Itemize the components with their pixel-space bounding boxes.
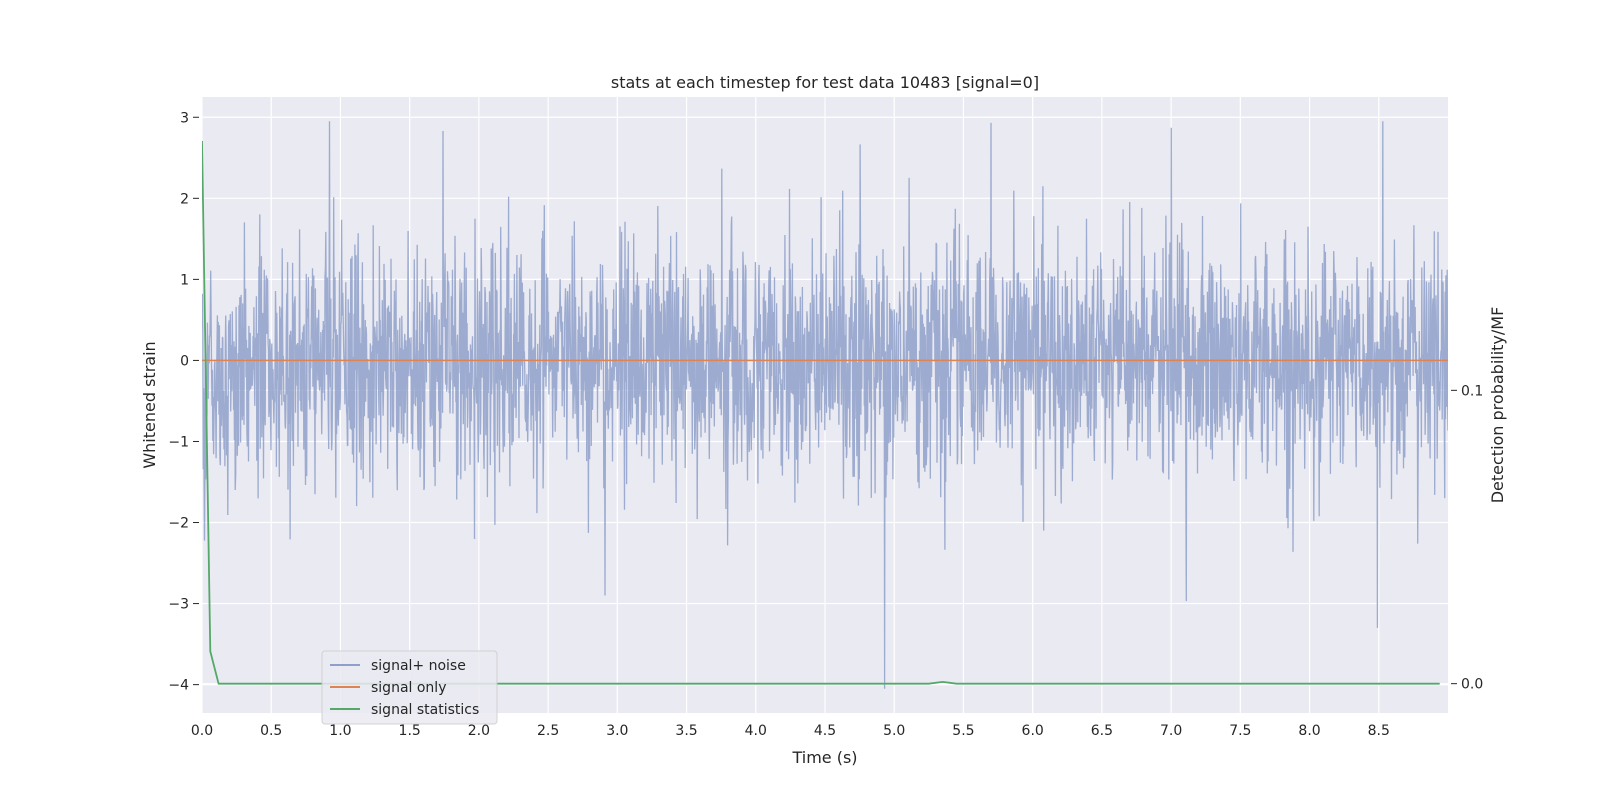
x-tick-label: 1.5	[399, 723, 421, 739]
y-tick-label: −1	[168, 434, 189, 450]
y-tick-label: 1	[180, 272, 189, 288]
y-axis-label: Whitened strain	[140, 341, 159, 468]
x-tick-label: 5.0	[883, 723, 905, 739]
x-axis-label: Time (s)	[791, 748, 857, 767]
x-tick-label: 0.5	[260, 723, 282, 739]
series-signal-statistics-line	[202, 140, 1440, 685]
x-tick-label: 2.5	[537, 723, 559, 739]
y2-tick-label: 0.0	[1461, 677, 1483, 693]
x-tick-label: 3.5	[675, 723, 697, 739]
chart-title: stats at each timestep for test data 104…	[611, 73, 1039, 92]
y2-axis-label: Detection probability/MF	[1488, 307, 1507, 504]
legend: signal+ noise signal only signal statist…	[321, 650, 498, 725]
legend-box	[321, 650, 498, 725]
y-tick-label: −4	[168, 678, 189, 694]
legend-label-signal-noise: signal+ noise	[371, 658, 466, 674]
x-tick-label: 6.0	[1022, 723, 1044, 739]
y2-tick-label: 0.1	[1461, 383, 1483, 399]
x-tick-label: 7.5	[1229, 723, 1251, 739]
x-tick-label: 4.5	[814, 723, 836, 739]
legend-label-signal-only: signal only	[371, 680, 446, 696]
x-tick-label: 0.0	[191, 723, 213, 739]
x-tick-label: 3.0	[606, 723, 628, 739]
x-tick-label: 6.5	[1091, 723, 1113, 739]
y-tick-label: −2	[168, 516, 189, 532]
series-signal-noise-line	[202, 121, 1448, 689]
y-tick-label: 3	[180, 110, 189, 126]
ticks: 0.0 0.5 1.0 1.5 2.0 2.5 3.0 3.5 4.0 4.5 5.0 5.5 6.0 6…	[168, 110, 1483, 739]
x-tick-label: 2.0	[468, 723, 490, 739]
y-tick-label: −3	[168, 597, 189, 613]
x-tick-label: 1.0	[329, 723, 351, 739]
x-tick-label: 5.5	[952, 723, 974, 739]
x-tick-label: 8.5	[1368, 723, 1390, 739]
series-layer	[202, 121, 1448, 689]
y-tick-label: 2	[180, 191, 189, 207]
legend-label-signal-statistics: signal statistics	[371, 702, 479, 718]
y-tick-label: 0	[180, 353, 189, 369]
x-tick-label: 8.0	[1298, 723, 1320, 739]
x-tick-label: 4.0	[745, 723, 767, 739]
x-tick-label: 7.0	[1160, 723, 1182, 739]
